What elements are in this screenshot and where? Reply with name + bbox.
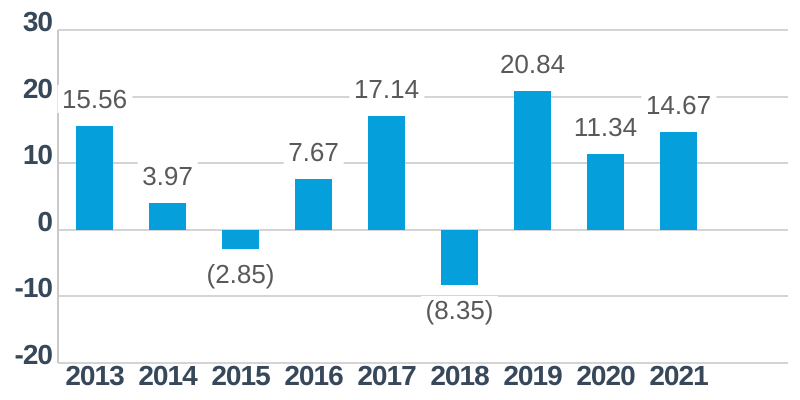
bar-2021: [660, 132, 697, 230]
y-axis-tick-label: 0: [37, 205, 53, 237]
y-axis-tick-label: -10: [14, 272, 53, 304]
y-axis-tick-label: -20: [14, 339, 53, 370]
value-label: 7.67: [283, 137, 344, 166]
gridline: [58, 295, 788, 298]
y-axis-tick-label: 30: [22, 6, 53, 37]
bar-2015: [222, 229, 259, 249]
value-label: 11.34: [568, 113, 643, 142]
gridline: [58, 228, 788, 231]
bar-2018: [441, 229, 478, 286]
y-axis-line: [57, 30, 59, 363]
bar-2013: [76, 126, 113, 230]
bar-2017: [368, 115, 405, 230]
bar-2019: [514, 91, 551, 230]
value-label: 15.56: [56, 85, 133, 114]
x-axis-tick-label: 2020: [576, 360, 635, 391]
x-axis-tick-label: 2021: [649, 360, 708, 391]
gridline: [58, 162, 788, 165]
x-axis-tick-label: 2014: [138, 360, 197, 391]
x-axis-tick-label: 2017: [357, 360, 416, 391]
y-axis-tick-label: 20: [22, 72, 53, 104]
x-axis-tick-label: 2019: [503, 360, 562, 391]
value-label: (2.85): [201, 259, 280, 288]
value-label: 20.84: [494, 50, 571, 78]
y-axis-tick-label: 10: [22, 139, 53, 171]
x-axis-tick-label: 2015: [211, 360, 270, 391]
x-axis-tick-label: 2018: [430, 360, 489, 391]
value-label: 17.14: [348, 74, 425, 103]
value-label: (8.35): [420, 296, 499, 325]
gridline: [58, 362, 788, 364]
value-label: 14.67: [640, 91, 717, 120]
gridline: [58, 29, 788, 31]
bar-2014: [149, 203, 186, 230]
value-label: 3.97: [137, 162, 198, 191]
bar-2020: [587, 154, 624, 230]
x-axis-tick-label: 2016: [284, 360, 343, 391]
x-axis-tick-label: 2013: [65, 360, 124, 391]
bar-2016: [295, 178, 332, 230]
